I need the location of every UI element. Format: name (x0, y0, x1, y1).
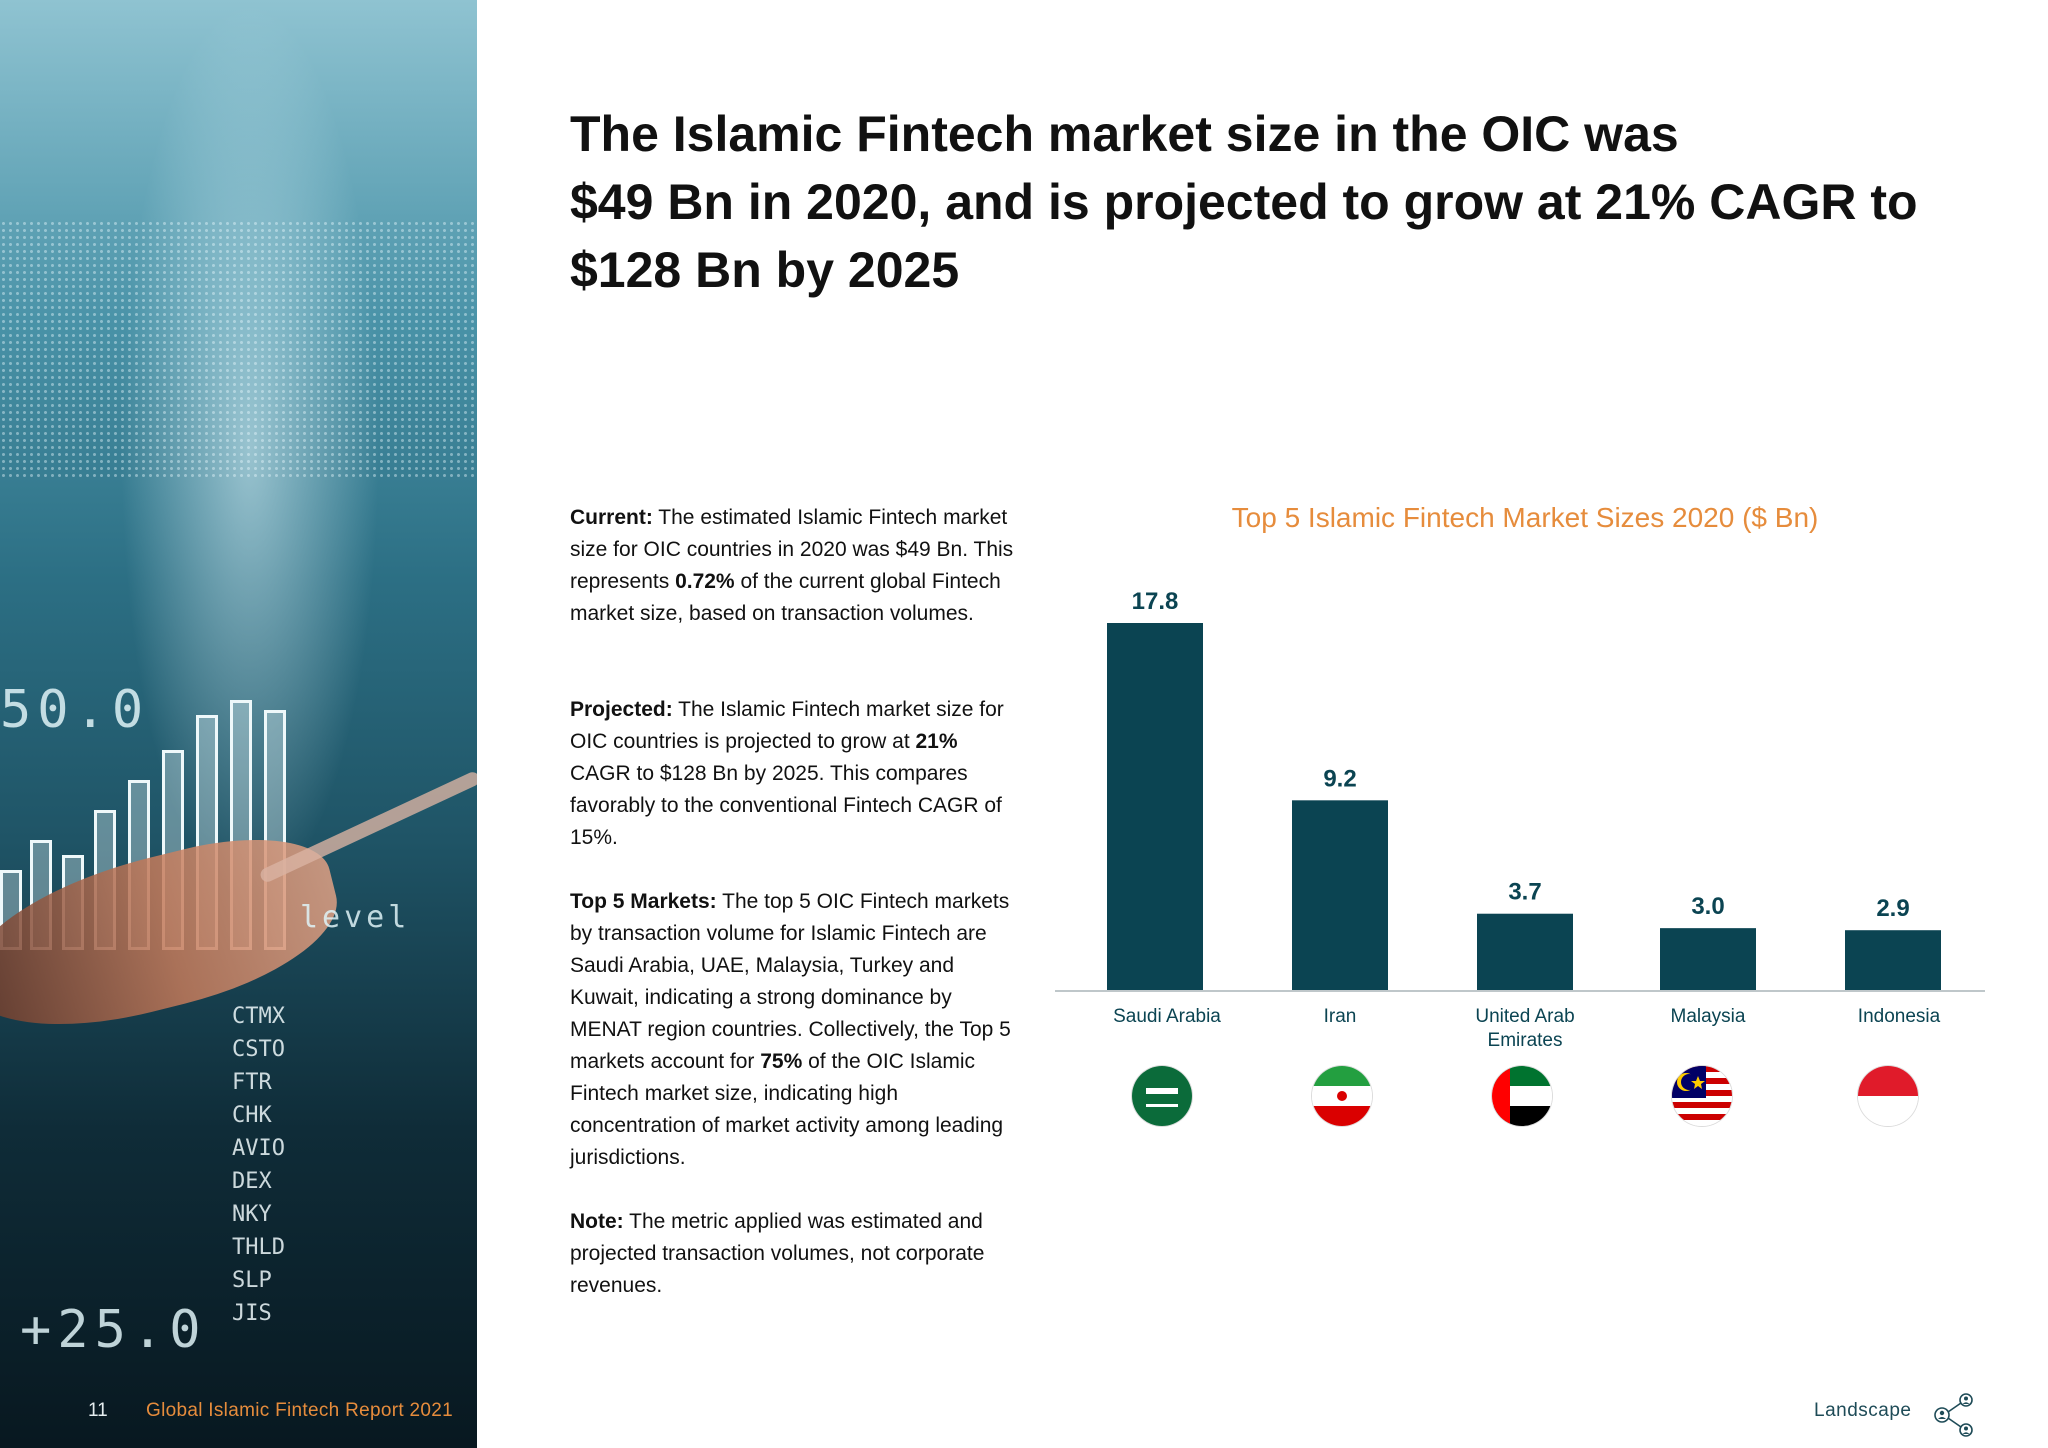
bar-chart: 17.8 Saudi Arabia 9.2 Iran 3.7 United Arab Emi… (1055, 588, 1985, 1051)
stock-ticker-list: CTMX CSTO FTR CHK AVIO DEX NKY THLD SLP … (232, 1004, 285, 1326)
label-current: Current: (570, 506, 653, 529)
world-map-dots (0, 220, 477, 480)
photo-big-number-bottom: +25.0 (20, 1300, 207, 1360)
page-number: 11 (88, 1400, 108, 1421)
bar-saudi-arabia (1107, 623, 1203, 990)
section-label: Landscape (1814, 1400, 1912, 1421)
uae-flag-icon (1492, 1066, 1552, 1126)
saudi-arabia-flag-icon (1132, 1066, 1192, 1126)
value-label: 3.7 (1508, 879, 1541, 906)
bar-united-arab-emirates (1477, 913, 1573, 990)
category-label: Iran (1324, 1006, 1357, 1027)
category-label: Saudi Arabia (1113, 1006, 1221, 1027)
bar-indonesia (1845, 930, 1941, 990)
paragraph-projected: Projected: The Islamic Fintech market si… (570, 698, 1004, 849)
value-label: 3.0 (1691, 893, 1724, 920)
headline-line-3: $128 Bn by 2025 (570, 242, 960, 298)
bar-malaysia (1660, 928, 1756, 990)
malaysia-flag-icon (1672, 1066, 1732, 1126)
value-label: 9.2 (1323, 765, 1356, 792)
value-label: 2.9 (1876, 895, 1909, 922)
label-note: Note: (570, 1210, 624, 1233)
report-title: Global Islamic Fintech Report 2021 (146, 1400, 453, 1421)
iran-flag-icon (1312, 1066, 1372, 1126)
headline-line-2: $49 Bn in 2020, and is projected to grow… (570, 174, 1918, 230)
value-label: 17.8 (1132, 588, 1179, 615)
paragraph-note: Note: The metric applied was estimated a… (570, 1210, 985, 1297)
photo-level-text: level (300, 900, 411, 935)
category-label: United Arab (1475, 1006, 1574, 1027)
category-label: Indonesia (1858, 1006, 1941, 1027)
photo-big-number-top: 50.0 (0, 680, 150, 740)
page-headline: The Islamic Fintech market size in the O… (570, 100, 1990, 304)
chart-title: Top 5 Islamic Fintech Market Sizes 2020 … (1231, 502, 1819, 533)
network-people-icon (1934, 1393, 1973, 1437)
indonesia-flag-icon (1858, 1066, 1918, 1126)
paragraph-current: Current: The estimated Islamic Fintech m… (570, 506, 1014, 625)
bar-iran (1292, 800, 1388, 990)
label-projected: Projected: (570, 698, 673, 721)
label-top5: Top 5 Markets: (570, 890, 717, 913)
category-label: Emirates (1488, 1030, 1563, 1051)
paragraph-top5: Top 5 Markets: The top 5 OIC Fintech mar… (570, 890, 1011, 1169)
cover-photo: 50.0 +25.0 level CTMX CSTO FTR CHK AVIO … (0, 0, 477, 1448)
headline-line-1: The Islamic Fintech market size in the O… (570, 106, 1679, 162)
category-label: Malaysia (1671, 1006, 1746, 1027)
